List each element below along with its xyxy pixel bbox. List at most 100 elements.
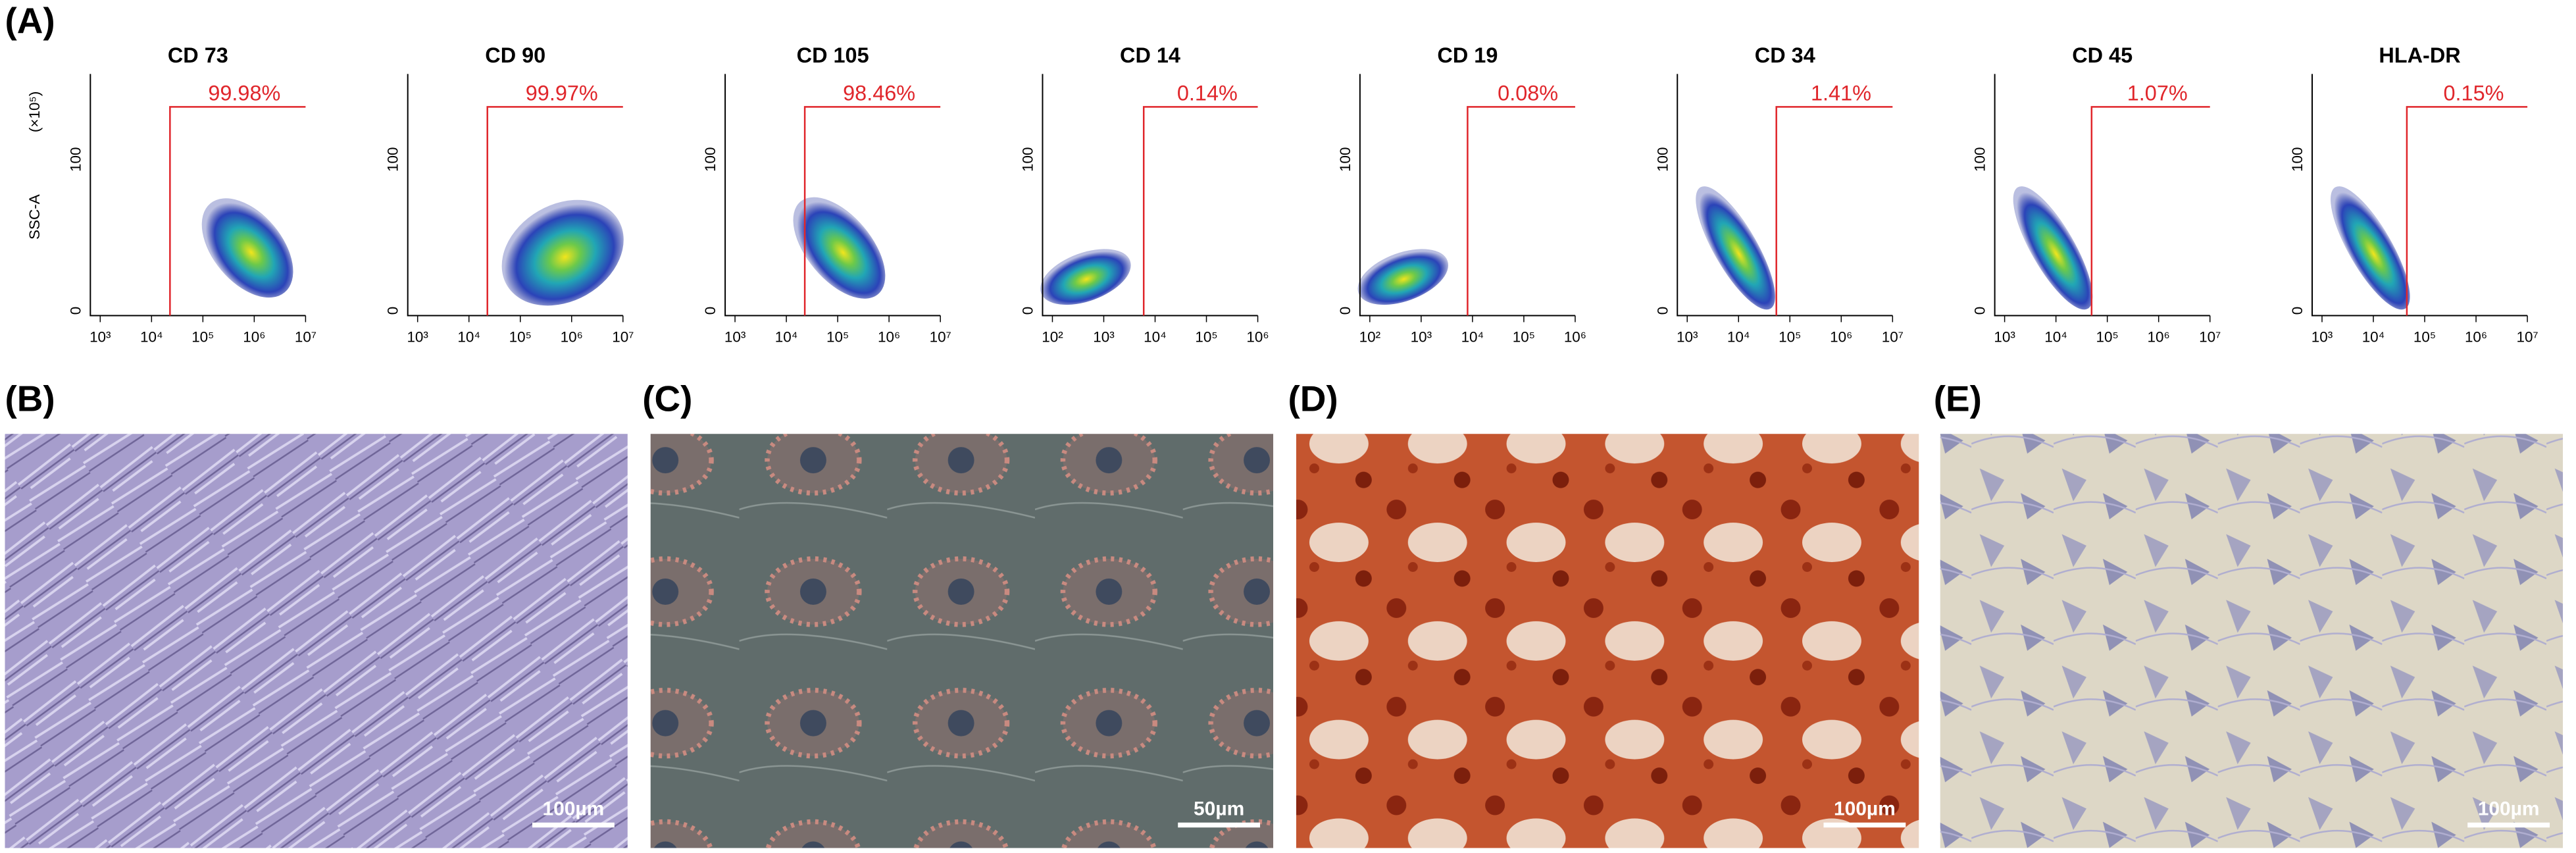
x-tick-label: 10³: [1411, 328, 1432, 345]
gate-percent: 99.97%: [526, 81, 598, 105]
gate: [2406, 106, 2528, 316]
x-tick-label: 10⁵: [1195, 328, 1217, 345]
x-tick-label: 10⁶: [2465, 328, 2487, 345]
panel-label: (D): [1288, 378, 1338, 419]
y-axis-unit: (×10⁵): [26, 91, 43, 132]
scale-bar-label: 100µm: [542, 798, 604, 819]
gate-percent: 0.14%: [1177, 81, 1238, 105]
x-tick-label: 10⁴: [140, 328, 163, 345]
plot-title: CD 14: [1120, 43, 1180, 67]
plot-title: CD 90: [485, 43, 545, 67]
cell-cloud: [1357, 249, 1449, 305]
gate-percent: 1.41%: [1811, 81, 1871, 105]
cell-cloud: [2013, 186, 2093, 310]
gate-percent: 98.46%: [843, 81, 915, 105]
gate: [2090, 106, 2210, 316]
y-tick-label: 100: [1019, 147, 1036, 172]
x-tick-label: 10⁷: [2199, 328, 2221, 345]
gate-percent: 99.98%: [208, 81, 280, 105]
y-tick-label: 0: [1019, 307, 1036, 315]
x-tick-label: 10⁵: [826, 328, 849, 345]
micrograph: [1296, 434, 1919, 848]
x-tick-label: 10⁷: [295, 328, 316, 345]
plot-title: CD 19: [1437, 43, 1498, 67]
x-tick-label: 10³: [89, 328, 111, 345]
cell-cloud: [1696, 186, 1775, 310]
y-tick-label: 100: [1654, 147, 1671, 172]
plot-title: CD 45: [2072, 43, 2133, 67]
gate-percent: 0.08%: [1498, 81, 1558, 105]
axes: [89, 74, 306, 317]
x-tick-label: 10⁶: [1246, 328, 1269, 345]
gate: [1467, 106, 1575, 316]
gate: [169, 106, 306, 316]
x-tick-label: 10⁶: [561, 328, 583, 345]
x-tick-label: 10²: [1042, 328, 1063, 345]
x-tick-label: 10⁴: [1727, 328, 1750, 345]
plot-title: CD 34: [1755, 43, 1815, 67]
y-tick-label: 0: [385, 307, 401, 315]
x-tick-label: 10⁵: [2413, 328, 2436, 345]
axes: [1359, 74, 1575, 317]
x-tick-label: 10⁶: [1830, 328, 1852, 345]
plot-title: HLA-DR: [2379, 43, 2460, 67]
x-tick-label: 10⁴: [1461, 328, 1484, 345]
x-tick-label: 10⁷: [612, 328, 634, 345]
axes: [1994, 74, 2210, 317]
scale-bar-label: 100µm: [1834, 798, 1896, 819]
cell-cloud: [201, 198, 293, 298]
y-tick-label: 0: [702, 307, 719, 315]
gate: [1775, 106, 1893, 316]
y-axis-label: SSC-A: [26, 194, 43, 240]
x-tick-label: 10⁴: [1144, 328, 1167, 345]
cell-cloud: [1040, 249, 1131, 305]
cell-cloud: [501, 199, 624, 306]
x-tick-label: 10³: [1093, 328, 1115, 345]
cell-cloud: [2331, 186, 2410, 310]
x-tick-label: 10⁵: [191, 328, 214, 345]
scale-bar-label: 50µm: [1194, 798, 1244, 819]
micrograph: [5, 434, 628, 848]
y-tick-label: 100: [1972, 147, 1988, 172]
y-tick-label: 100: [67, 147, 84, 172]
panel-label: (B): [5, 378, 55, 419]
x-tick-label: 10³: [2311, 328, 2333, 345]
axes: [724, 74, 941, 317]
x-tick-label: 10⁷: [1882, 328, 1904, 345]
x-tick-label: 10⁵: [509, 328, 532, 345]
axes: [407, 74, 623, 317]
x-tick-label: 10⁴: [457, 328, 480, 345]
plot-title: CD 73: [168, 43, 228, 67]
x-tick-label: 10⁶: [243, 328, 265, 345]
x-tick-label: 10³: [1677, 328, 1698, 345]
x-tick-label: 10⁴: [775, 328, 798, 345]
y-tick-label: 100: [385, 147, 401, 172]
x-tick-label: 10³: [724, 328, 746, 345]
x-tick-label: 10⁴: [2044, 328, 2067, 345]
micrograph: [650, 434, 1274, 848]
panel-label: (C): [642, 378, 692, 419]
y-tick-label: 0: [1654, 307, 1671, 315]
y-tick-label: 0: [1337, 307, 1353, 315]
x-tick-label: 10⁵: [1779, 328, 1801, 345]
plot-title: CD 105: [797, 43, 869, 67]
scale-bar-label: 100µm: [2478, 798, 2540, 819]
panel-label: (A): [5, 0, 55, 41]
y-tick-label: 100: [702, 147, 719, 172]
x-tick-label: 10⁷: [2517, 328, 2538, 345]
x-tick-label: 10⁶: [1564, 328, 1586, 345]
x-tick-label: 10³: [407, 328, 428, 345]
x-tick-label: 10⁶: [2148, 328, 2170, 345]
axes: [2311, 74, 2528, 317]
y-tick-label: 0: [2289, 307, 2306, 315]
gate: [803, 106, 941, 316]
gate: [486, 106, 623, 316]
gate: [1142, 106, 1258, 316]
x-tick-label: 10⁵: [2096, 328, 2119, 345]
gate-percent: 1.07%: [2127, 81, 2188, 105]
x-tick-label: 10³: [1994, 328, 2015, 345]
axes: [1042, 74, 1258, 317]
y-tick-label: 0: [1972, 307, 1988, 315]
y-tick-label: 100: [2289, 147, 2306, 172]
